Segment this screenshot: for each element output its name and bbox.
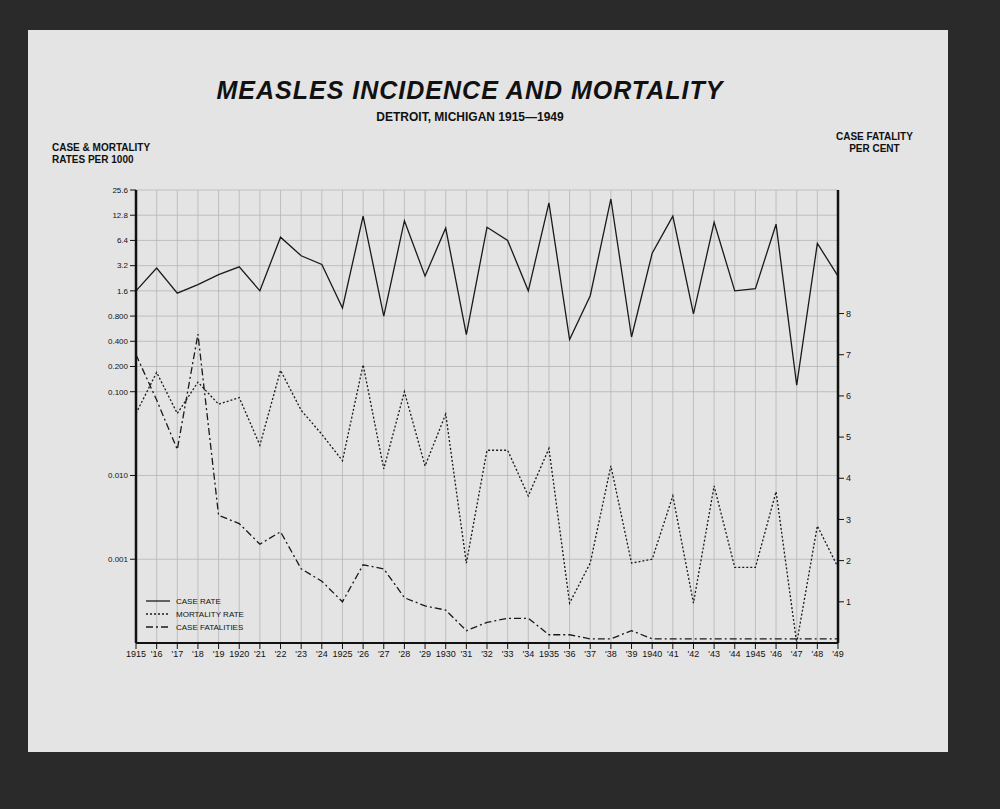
svg-text:'33: '33 [502, 649, 514, 659]
svg-text:'23: '23 [295, 649, 307, 659]
svg-text:'42: '42 [688, 649, 700, 659]
svg-text:1935: 1935 [539, 649, 559, 659]
svg-text:'28: '28 [399, 649, 411, 659]
svg-text:12.8: 12.8 [112, 211, 128, 220]
svg-text:'21: '21 [254, 649, 266, 659]
svg-text:'31: '31 [460, 649, 472, 659]
svg-text:3.2: 3.2 [117, 261, 129, 270]
svg-text:'24: '24 [316, 649, 328, 659]
svg-text:1930: 1930 [436, 649, 456, 659]
svg-text:'38: '38 [605, 649, 617, 659]
svg-text:'18: '18 [192, 649, 204, 659]
svg-text:'29: '29 [419, 649, 431, 659]
svg-text:'46: '46 [770, 649, 782, 659]
svg-text:25.6: 25.6 [112, 186, 128, 195]
svg-text:0.200: 0.200 [108, 362, 129, 371]
svg-text:'49: '49 [832, 649, 844, 659]
svg-text:'41: '41 [667, 649, 679, 659]
html-text:CASE & MORTALITY RATES PER 100: CASE & MORTALITY RATES PER 1000 [52, 142, 151, 165]
html-text:CASE FATALITY PER CENT: CASE FATALITY PER CENT [836, 131, 913, 154]
svg-text:0.800: 0.800 [108, 312, 129, 321]
svg-text:3: 3 [846, 515, 851, 525]
svg-text:4: 4 [846, 473, 851, 483]
svg-text:1940: 1940 [642, 649, 662, 659]
svg-text:0.010: 0.010 [108, 471, 129, 480]
svg-text:'44: '44 [729, 649, 741, 659]
svg-text:0.100: 0.100 [108, 388, 129, 397]
svg-text:'39: '39 [626, 649, 638, 659]
svg-text:'19: '19 [213, 649, 225, 659]
svg-text:'47: '47 [791, 649, 803, 659]
svg-text:1920: 1920 [229, 649, 249, 659]
svg-text:8: 8 [846, 309, 851, 319]
svg-text:1: 1 [846, 597, 851, 607]
svg-text:1925: 1925 [332, 649, 352, 659]
html-text:MEASLES INCIDENCE AND MORTALIT: MEASLES INCIDENCE AND MORTALITY [216, 76, 724, 104]
svg-text:'48: '48 [811, 649, 823, 659]
svg-text:2: 2 [846, 556, 851, 566]
svg-text:0.400: 0.400 [108, 337, 129, 346]
svg-text:'27: '27 [378, 649, 390, 659]
svg-text:5: 5 [846, 432, 851, 442]
svg-text:6.4: 6.4 [117, 236, 129, 245]
svg-text:CASE RATE: CASE RATE [176, 597, 221, 606]
svg-text:'37: '37 [584, 649, 596, 659]
svg-text:'43: '43 [708, 649, 720, 659]
html-text:DETROIT, MICHIGAN 1915—1949: DETROIT, MICHIGAN 1915—1949 [376, 110, 564, 124]
svg-text:'32: '32 [481, 649, 493, 659]
svg-text:1.6: 1.6 [117, 287, 129, 296]
svg-text:1915: 1915 [126, 649, 146, 659]
svg-text:'36: '36 [564, 649, 576, 659]
svg-text:'34: '34 [522, 649, 534, 659]
svg-text:'22: '22 [275, 649, 287, 659]
svg-text:'26: '26 [357, 649, 369, 659]
svg-text:1945: 1945 [745, 649, 765, 659]
svg-text:MORTALITY RATE: MORTALITY RATE [176, 610, 244, 619]
svg-text:'16: '16 [151, 649, 163, 659]
svg-text:CASE FATALITIES: CASE FATALITIES [176, 623, 243, 632]
svg-text:6: 6 [846, 391, 851, 401]
svg-text:'17: '17 [171, 649, 183, 659]
svg-text:0.001: 0.001 [108, 555, 129, 564]
svg-text:7: 7 [846, 350, 851, 360]
